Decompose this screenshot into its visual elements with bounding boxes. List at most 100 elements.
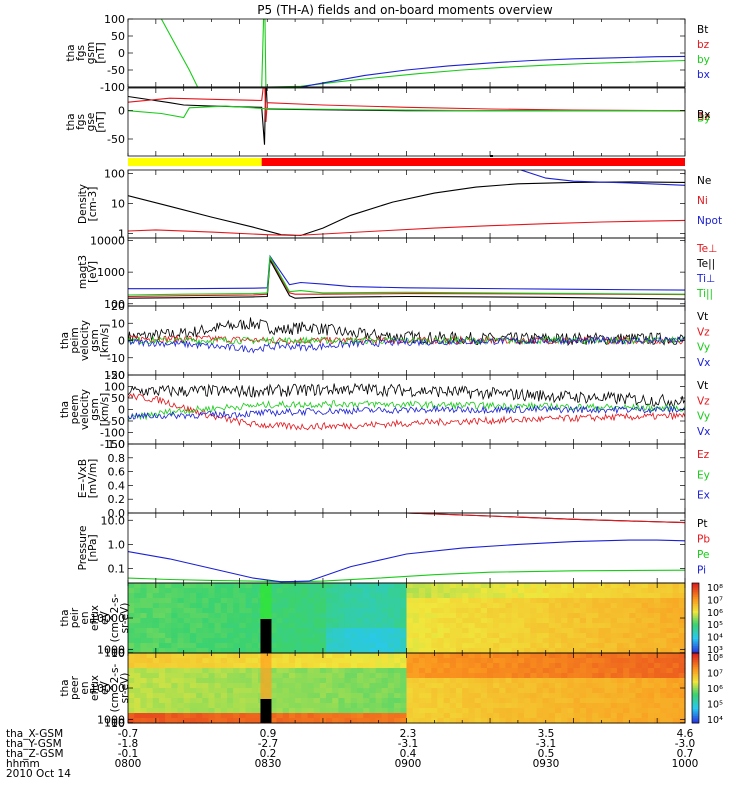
peem-velocity-series-3 — [128, 405, 685, 420]
ion-spectrogram-cell — [220, 608, 228, 614]
electron-spectrogram-cell — [493, 688, 500, 694]
electron-spectrogram-cell — [462, 688, 469, 694]
electron-spectrogram-colorbar-step — [692, 703, 699, 706]
electron-spectrogram-cell — [437, 713, 445, 719]
electron-spectrogram-cell — [387, 693, 395, 699]
electron-spectrogram-cell — [542, 673, 550, 679]
electron-spectrogram-cell — [530, 673, 538, 679]
ion-spectrogram-cell — [592, 593, 599, 599]
ion-spectrogram-cell — [134, 633, 141, 639]
electron-spectrogram-cell — [468, 653, 476, 659]
ion-spectrogram-cell — [301, 603, 309, 609]
ephemeris-value: -3.0 — [675, 738, 696, 750]
electron-spectrogram-cell — [672, 673, 680, 679]
ion-spectrogram-cell — [443, 633, 451, 639]
ion-spectrogram-cell — [307, 593, 315, 599]
electron-spectrogram-cell — [511, 713, 519, 719]
ion-spectrogram-cell — [288, 613, 296, 619]
ion-spectrogram-cell — [660, 593, 667, 599]
ion-spectrogram-cell — [468, 593, 476, 599]
ion-spectrogram-cell — [400, 593, 408, 599]
ion-spectrogram-cell — [152, 598, 160, 604]
ion-spectrogram-cell — [171, 593, 179, 599]
ion-spectrogram-cell — [647, 623, 655, 629]
electron-spectrogram-cell — [418, 718, 426, 724]
electron-spectrogram-cell — [629, 653, 637, 659]
ion-spectrogram-cell — [672, 588, 680, 594]
ion-spectrogram-cell — [214, 603, 222, 609]
electron-spectrogram-cell — [152, 698, 160, 704]
peem-velocity-legend-item: Vx — [697, 426, 710, 438]
electron-spectrogram-cell — [177, 658, 185, 664]
ion-spectrogram-cell — [505, 643, 513, 649]
ion-spectrogram-cell — [462, 618, 469, 624]
ion-spectrogram-cell — [165, 628, 172, 634]
electron-spectrogram-cell — [282, 673, 290, 679]
electron-spectrogram-cell — [635, 683, 643, 689]
ion-spectrogram-cell — [295, 628, 302, 634]
electron-spectrogram-cell — [282, 718, 290, 724]
ion-spectrogram-cell — [381, 623, 389, 629]
ion-spectrogram-cell — [610, 603, 618, 609]
ion-spectrogram-cell — [660, 618, 667, 624]
ion-spectrogram-cell — [418, 623, 426, 629]
electron-spectrogram-cell — [536, 703, 544, 709]
electron-spectrogram-cell — [629, 718, 637, 724]
ion-spectrogram-cell — [338, 593, 346, 599]
electron-spectrogram-cell — [672, 703, 680, 709]
ion-spectrogram-cell — [158, 633, 166, 639]
electron-spectrogram-cell — [171, 658, 179, 664]
ion-spectrogram-cell — [146, 593, 154, 599]
ion-spectrogram-cell — [165, 603, 172, 609]
electron-spectrogram-cell — [177, 688, 185, 694]
ion-spectrogram-cell — [480, 628, 488, 634]
ion-spectrogram-cell — [239, 628, 247, 634]
electron-spectrogram-cell — [202, 653, 210, 659]
ion-spectrogram-cell — [480, 618, 488, 624]
electron-spectrogram-cell — [524, 688, 531, 694]
ion-spectrogram-cell — [561, 643, 568, 649]
ion-spectrogram-cell — [227, 648, 234, 654]
electron-spectrogram-cell — [158, 668, 166, 674]
ion-spectrogram-cell — [610, 623, 618, 629]
electron-spectrogram-cell — [227, 678, 234, 684]
electron-spectrogram-cell — [660, 688, 667, 694]
ion-spectrogram-cell — [480, 648, 488, 654]
ion-spectrogram-cell — [202, 613, 210, 619]
ion-spectrogram-cell — [425, 633, 432, 639]
ion-spectrogram-cell — [158, 638, 166, 644]
electron-spectrogram-cell — [381, 683, 389, 689]
ion-spectrogram-cell — [511, 603, 519, 609]
electron-spectrogram-cell — [586, 673, 593, 679]
electron-spectrogram-cell — [573, 693, 581, 699]
electron-spectrogram-cell — [623, 678, 630, 684]
electron-spectrogram-ylabel-line: eV — [99, 680, 111, 694]
ion-spectrogram-colorbar-step — [692, 625, 699, 628]
density-ytick-label: 10 — [111, 197, 125, 210]
ion-spectrogram-cell — [586, 638, 593, 644]
ion-spectrogram-cell — [152, 623, 160, 629]
electron-spectrogram-cell — [134, 678, 141, 684]
electron-spectrogram-colorbar-step — [692, 656, 699, 659]
electron-spectrogram-cell — [313, 658, 321, 664]
ion-spectrogram-cell — [431, 633, 439, 639]
electron-spectrogram-cell — [158, 673, 166, 679]
ion-spectrogram-cell — [647, 593, 655, 599]
ion-spectrogram-cell — [387, 613, 395, 619]
ion-spectrogram-cell — [251, 598, 259, 604]
ion-spectrogram-cell — [227, 593, 234, 599]
electron-spectrogram-cell — [307, 678, 315, 684]
peem-velocity-ytick-label: 100 — [104, 381, 125, 394]
ion-spectrogram-cell — [276, 603, 284, 609]
electron-spectrogram-cell — [678, 673, 686, 679]
ion-spectrogram-cell — [425, 608, 432, 614]
ion-spectrogram-cell — [406, 593, 414, 599]
ion-spectrogram-cell — [579, 648, 587, 654]
ion-spectrogram-cell — [493, 598, 500, 604]
electron-spectrogram-cell — [511, 658, 519, 664]
ion-spectrogram-cell — [530, 603, 538, 609]
electron-spectrogram-cell — [474, 703, 482, 709]
ion-spectrogram-cell — [666, 643, 674, 649]
pressure-frame — [127, 512, 686, 584]
electron-spectrogram-cell — [660, 653, 667, 659]
